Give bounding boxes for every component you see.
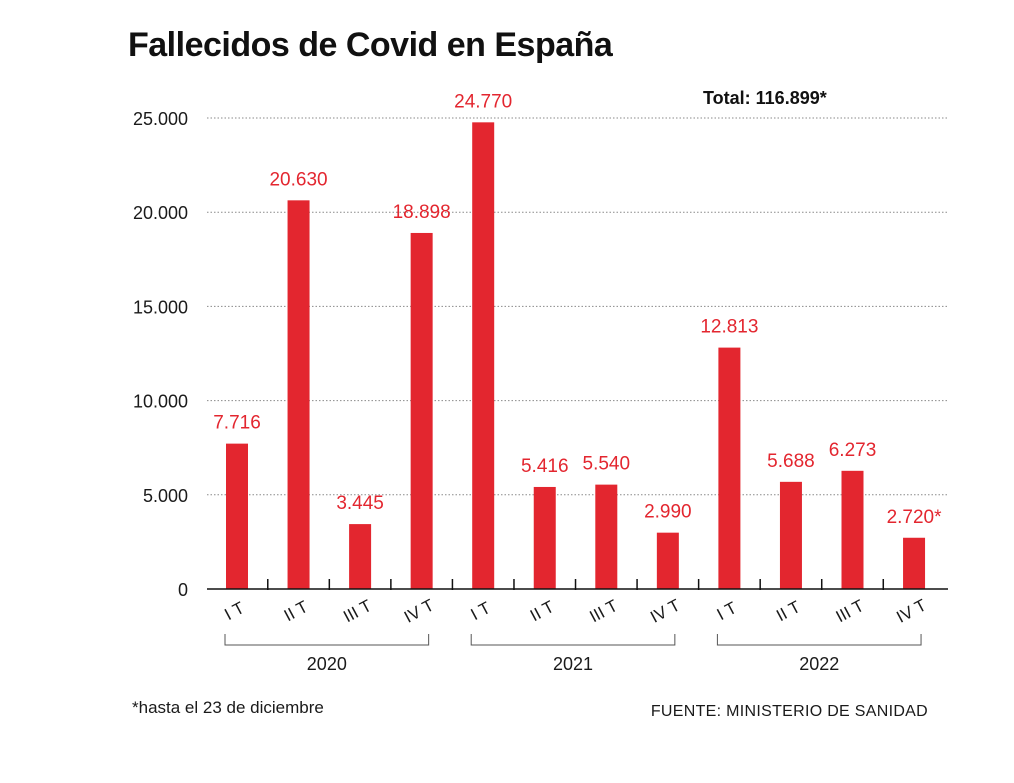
bar — [472, 122, 495, 590]
x-tick-label: II T — [281, 597, 311, 625]
bar — [226, 443, 248, 589]
bars — [226, 122, 926, 590]
x-tick-label: III T — [340, 596, 375, 626]
data-label: 20.630 — [269, 169, 327, 190]
gridlines — [207, 117, 948, 496]
bar — [779, 481, 802, 589]
bar — [903, 537, 926, 589]
group-label: 2022 — [799, 654, 839, 674]
group-bracket — [716, 634, 922, 646]
chart-title: Fallecidos de Covid en España — [128, 26, 613, 64]
year-groups: 2020 2021 2022 — [224, 634, 922, 674]
data-label: 7.716 — [213, 413, 261, 434]
group-label: 2021 — [553, 654, 593, 674]
data-label: 5.540 — [583, 454, 631, 475]
data-label: 2.720* — [887, 507, 943, 528]
x-tick-label: IV T — [893, 596, 929, 627]
x-tick-label: III T — [833, 596, 868, 626]
y-tick-label: 0 — [178, 580, 188, 600]
data-label: 2.990 — [644, 502, 692, 523]
data-label: 12.813 — [700, 317, 758, 338]
data-label: 5.416 — [521, 456, 569, 477]
x-tick-label: I T — [468, 598, 494, 624]
data-label: 24.770 — [454, 91, 512, 112]
data-label: 5.688 — [767, 451, 815, 472]
y-tick-label: 15.000 — [133, 297, 188, 317]
bar — [349, 524, 372, 589]
x-tick-label: I T — [221, 598, 247, 624]
x-axis: I T II T III T IV T I T II T III T IV T I T II T I… — [207, 579, 948, 627]
x-tick-label: III T — [586, 596, 621, 626]
data-labels: 7.716 20.630 3.445 18.898 24.770 5.416 5.540 2.… — [213, 91, 942, 527]
bar — [410, 232, 433, 590]
bar — [841, 470, 864, 589]
group-bracket — [224, 634, 430, 646]
group-label: 2020 — [307, 654, 347, 674]
data-label: 6.273 — [829, 440, 877, 461]
footnote: *hasta el 23 de diciembre — [132, 698, 324, 717]
x-tick-label: I T — [714, 598, 740, 624]
bar — [718, 347, 741, 589]
bar — [287, 200, 310, 589]
data-label: 18.898 — [393, 202, 451, 223]
bar — [533, 486, 556, 589]
y-tick-label: 10.000 — [133, 392, 188, 412]
y-tick-label: 25.000 — [133, 109, 188, 129]
x-tick-label: IV T — [647, 596, 683, 627]
y-tick-label: 20.000 — [133, 203, 188, 223]
total-label: Total: 116.899* — [703, 88, 827, 108]
x-tick-label: II T — [527, 597, 557, 625]
data-label: 3.445 — [336, 493, 384, 514]
source-label: FUENTE: MINISTERIO DE SANIDAD — [651, 703, 928, 720]
x-tick-label: IV T — [401, 596, 437, 627]
bar — [656, 532, 679, 589]
bar — [595, 484, 618, 589]
group-bracket — [470, 634, 676, 646]
y-tick-label: 5.000 — [143, 486, 188, 506]
y-axis-ticks: 0 5.000 10.000 15.000 20.000 25.000 — [133, 109, 188, 600]
x-tick-label: II T — [773, 597, 803, 625]
